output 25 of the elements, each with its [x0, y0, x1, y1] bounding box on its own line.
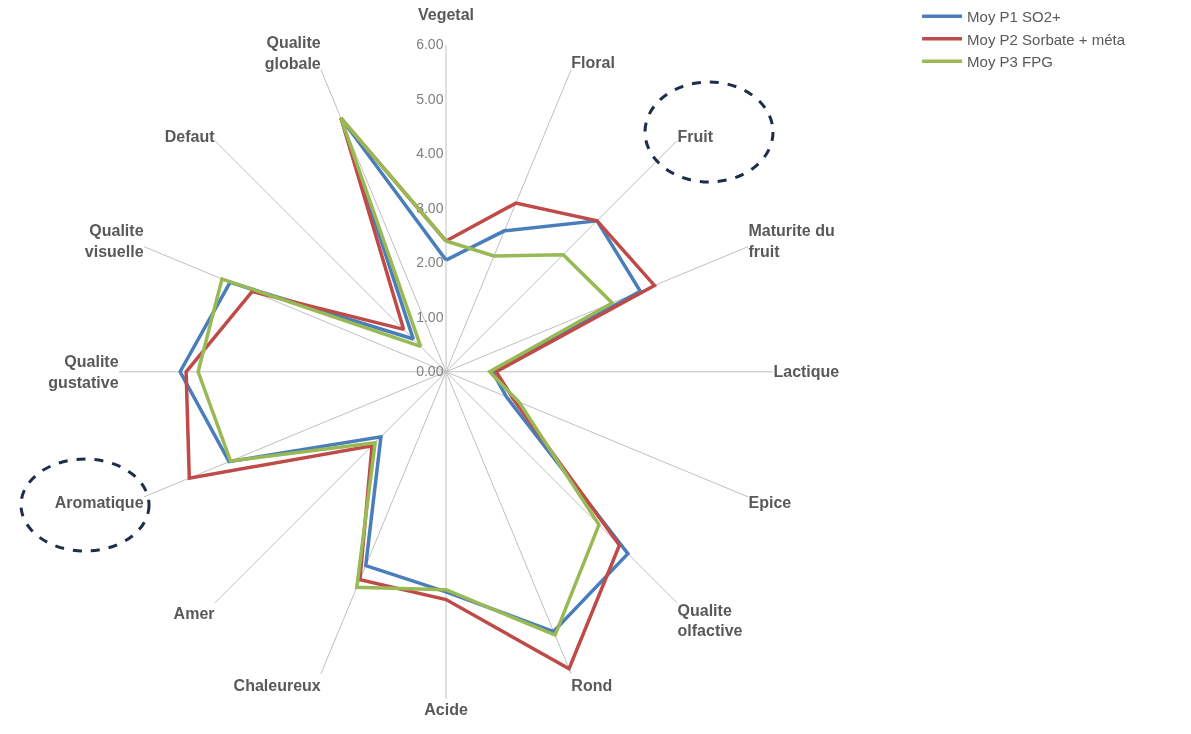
- y-tick-label: 2.00: [416, 254, 444, 271]
- legend-label: Moy P3 FPG: [967, 53, 1053, 71]
- spoke-label: Acide: [424, 701, 468, 719]
- spoke-label: Defaut: [164, 127, 216, 145]
- y-tick-label: 4.00: [416, 145, 444, 162]
- y-tick-label: 0.00: [416, 363, 444, 380]
- legend-label: Moy P1 SO2+: [967, 8, 1062, 26]
- legend-label: Moy P2 Sorbate + méta: [967, 30, 1126, 48]
- spoke-label: Aromatique: [54, 494, 144, 512]
- y-tick-label: 6.00: [416, 36, 444, 53]
- spoke-label: Maturite du fruit: [748, 222, 835, 260]
- spoke-label: Rond: [571, 677, 613, 695]
- spoke-label: Fruit: [677, 127, 714, 145]
- spoke-label: Chaleureux: [233, 677, 321, 695]
- spoke-label: Epice: [748, 494, 792, 512]
- spoke-label: Vegetal: [418, 6, 475, 24]
- spoke-label: Qualite globale: [264, 34, 321, 73]
- spoke-label: Lactique: [773, 363, 840, 381]
- spoke-label: Floral: [571, 54, 615, 72]
- spoke-label: Amer: [173, 604, 215, 622]
- y-tick-label: 5.00: [416, 90, 444, 107]
- y-tick-label: 1.00: [416, 308, 444, 325]
- spoke-label: Qualite gustative: [48, 352, 119, 391]
- spoke-label: Qualite visuelle: [84, 222, 144, 260]
- spoke-label: Qualite olfactive: [677, 601, 743, 640]
